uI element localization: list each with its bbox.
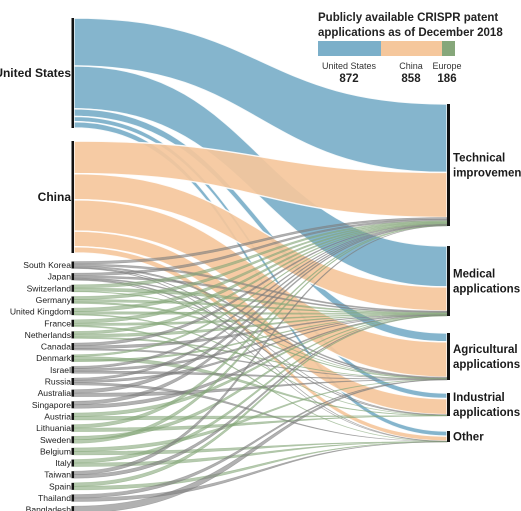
source-bar-lithuania — [71, 424, 74, 432]
source-label-singapore: Singapore — [32, 400, 71, 410]
flow-belgium-to-agricultural-applications — [73, 379, 448, 452]
source-label-taiwan: Taiwan — [44, 470, 71, 480]
source-label-china: China — [38, 190, 72, 204]
flow-links — [73, 17, 448, 511]
source-label-belgium: Belgium — [40, 446, 71, 456]
source-bar-germany — [71, 296, 74, 304]
legend-bar-china — [381, 41, 442, 56]
source-label-united-states: United States — [0, 66, 71, 80]
source-bar-netherlands — [71, 331, 74, 339]
source-bar-israel — [71, 366, 74, 374]
source-bar-singapore — [71, 401, 74, 409]
source-label-lithuania: Lithuania — [36, 423, 71, 433]
source-label-bangladesh: Bangladesh — [26, 505, 72, 511]
source-bar-taiwan — [71, 471, 74, 479]
source-bar-austria — [71, 412, 74, 420]
source-bar-united-states — [71, 18, 74, 128]
legend-name-united-states: United States — [322, 61, 377, 71]
source-bar-australia — [71, 389, 74, 397]
target-bar-other — [447, 431, 450, 442]
source-bar-japan — [71, 273, 74, 281]
target-bar-technical-improvement — [447, 104, 450, 226]
source-label-south-korea: South Korea — [23, 260, 71, 270]
source-label-canada: Canada — [41, 342, 71, 352]
source-bar-denmark — [71, 354, 74, 362]
target-label-industrial-applications-line2: applications — [453, 407, 520, 419]
source-bar-switzerland — [71, 284, 74, 292]
legend-name-europe: Europe — [432, 61, 461, 71]
target-label-agricultural-applications-line2: applications — [453, 359, 520, 371]
source-bar-united-kingdom — [71, 308, 74, 316]
source-label-denmark: Denmark — [36, 353, 72, 363]
target-label-agricultural-applications-line1: Agricultural — [453, 344, 518, 356]
source-label-russia: Russia — [45, 377, 71, 387]
source-bar-italy — [71, 459, 74, 467]
source-label-united-kingdom: United Kingdom — [10, 307, 71, 317]
target-label-technical-improvement-line2: improvement — [453, 168, 521, 180]
legend-value-china: 858 — [401, 73, 421, 85]
legend: Publicly available CRISPR patent applica… — [318, 12, 503, 85]
legend-name-china: China — [399, 61, 423, 71]
source-label-italy: Italy — [55, 458, 71, 468]
target-label-other-line1: Other — [453, 432, 484, 444]
legend-bar-europe — [442, 41, 455, 56]
source-label-australia: Australia — [38, 388, 72, 398]
source-label-israel: Israel — [50, 365, 71, 375]
node-labels: United States China South Korea JapanSwitze… — [0, 66, 521, 511]
source-label-austria: Austria — [44, 411, 71, 421]
legend-value-europe: 186 — [437, 73, 456, 85]
source-bar-canada — [71, 343, 74, 351]
legend-value-united-states: 872 — [339, 73, 358, 85]
source-bar-belgium — [71, 447, 74, 455]
source-label-japan: Japan — [48, 272, 72, 282]
source-label-thailand: Thailand — [38, 493, 71, 503]
target-bar-industrial-applications — [447, 393, 450, 416]
source-bar-russia — [71, 378, 74, 385]
legend-bar-united-states — [318, 41, 381, 56]
node-bars — [71, 18, 450, 511]
source-bar-south-korea — [71, 261, 74, 269]
source-label-sweden: Sweden — [40, 435, 71, 445]
source-label-switzerland: Switzerland — [27, 283, 72, 293]
target-bar-medical-applications — [447, 246, 450, 316]
target-label-medical-applications-line1: Medical — [453, 269, 495, 281]
source-bar-china — [71, 141, 74, 253]
source-bar-sweden — [71, 436, 74, 444]
target-label-medical-applications-line2: applications — [453, 284, 520, 296]
source-bar-spain — [71, 482, 74, 490]
source-bar-france — [71, 319, 74, 327]
legend-title-line1: Publicly available CRISPR patent — [318, 12, 498, 24]
legend-title-line2: applications as of December 2018 — [318, 27, 503, 39]
source-label-spain: Spain — [49, 481, 71, 491]
source-label-france: France — [44, 318, 71, 328]
source-bar-bangladesh — [71, 506, 74, 511]
target-label-technical-improvement-line1: Technical — [453, 153, 505, 165]
target-label-industrial-applications-line1: Industrial — [453, 392, 505, 404]
source-label-germany: Germany — [36, 295, 72, 305]
source-bar-thailand — [71, 494, 74, 502]
source-label-netherlands: Netherlands — [25, 330, 71, 340]
target-bar-agricultural-applications — [447, 333, 450, 380]
